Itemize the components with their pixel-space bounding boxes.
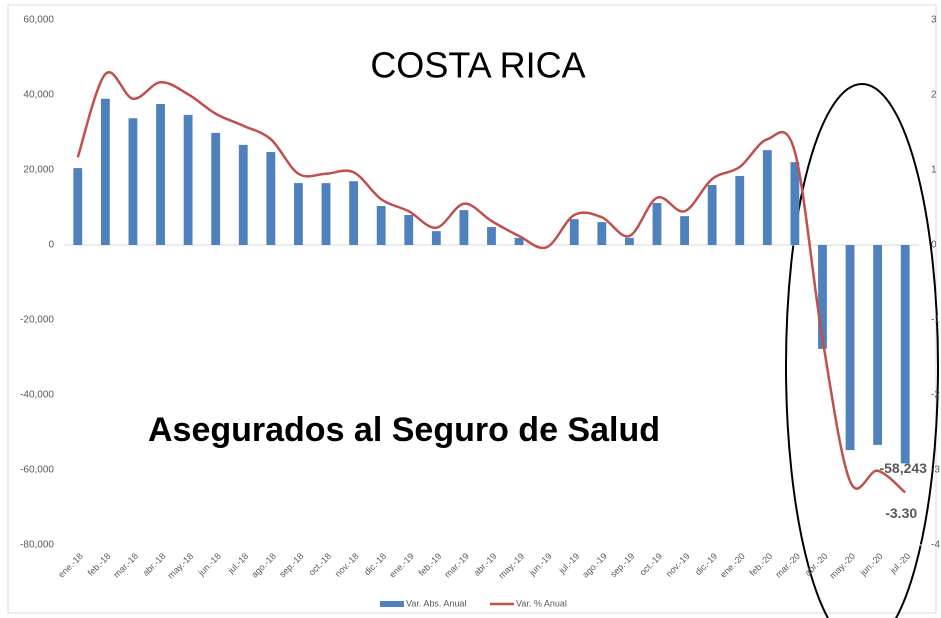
legend-swatch [380, 601, 404, 607]
bar [735, 176, 745, 245]
highlight-ellipse [785, 83, 939, 618]
bar [845, 245, 855, 451]
chart-frame [7, 4, 937, 614]
bar [762, 150, 772, 245]
bar [128, 118, 138, 245]
bar [900, 245, 910, 464]
bar [349, 181, 359, 245]
data-label: -58,243 [879, 460, 927, 476]
line [76, 70, 907, 494]
y-tick-label: 0 [48, 240, 54, 251]
y-tick-label: -20,000 [20, 315, 54, 326]
bar [514, 237, 524, 245]
y2-tick-label: -4 [931, 540, 940, 551]
bar [211, 132, 221, 245]
bar [294, 183, 303, 245]
bar [100, 98, 110, 245]
y-tick-label: -40,000 [20, 390, 54, 401]
bar [73, 168, 83, 245]
bar [597, 222, 607, 245]
y2-tick-label: 2 [931, 90, 937, 101]
bar [790, 162, 800, 245]
bar [707, 185, 717, 245]
bar [624, 237, 634, 245]
bar [266, 152, 276, 245]
chart-subtitle: Asegurados al Seguro de Salud [148, 411, 660, 449]
y-tick-label: 40,000 [23, 90, 54, 101]
y2-tick-label: 3 [931, 15, 937, 26]
bar [569, 219, 579, 245]
y2-tick-label: -2 [931, 390, 940, 401]
y-tick-label: -60,000 [20, 465, 54, 476]
bar [156, 104, 165, 245]
bar [321, 183, 331, 245]
y2-tick-label: 1 [931, 165, 937, 176]
bar [873, 245, 883, 445]
legend-label: Var. Abs. Anual [406, 598, 466, 608]
bar [404, 215, 414, 245]
bar [183, 114, 193, 245]
bar [652, 203, 662, 245]
y2-tick-label: -1 [931, 315, 940, 326]
data-label: -3.30 [885, 505, 917, 521]
bar [238, 144, 248, 245]
bar [459, 210, 469, 245]
y-tick-label: -80,000 [20, 540, 54, 551]
y-tick-label: 20,000 [23, 165, 54, 176]
bar [818, 245, 827, 349]
y2-tick-label: 0 [931, 240, 937, 251]
bar [487, 227, 496, 245]
chart-title: COSTA RICA [370, 45, 585, 86]
y2-tick-label: -3 [931, 465, 940, 476]
bar [680, 216, 689, 245]
legend-label: Var. % Anual [516, 598, 567, 608]
bar [376, 206, 386, 245]
bar [431, 231, 441, 245]
y-tick-label: 60,000 [23, 15, 54, 26]
